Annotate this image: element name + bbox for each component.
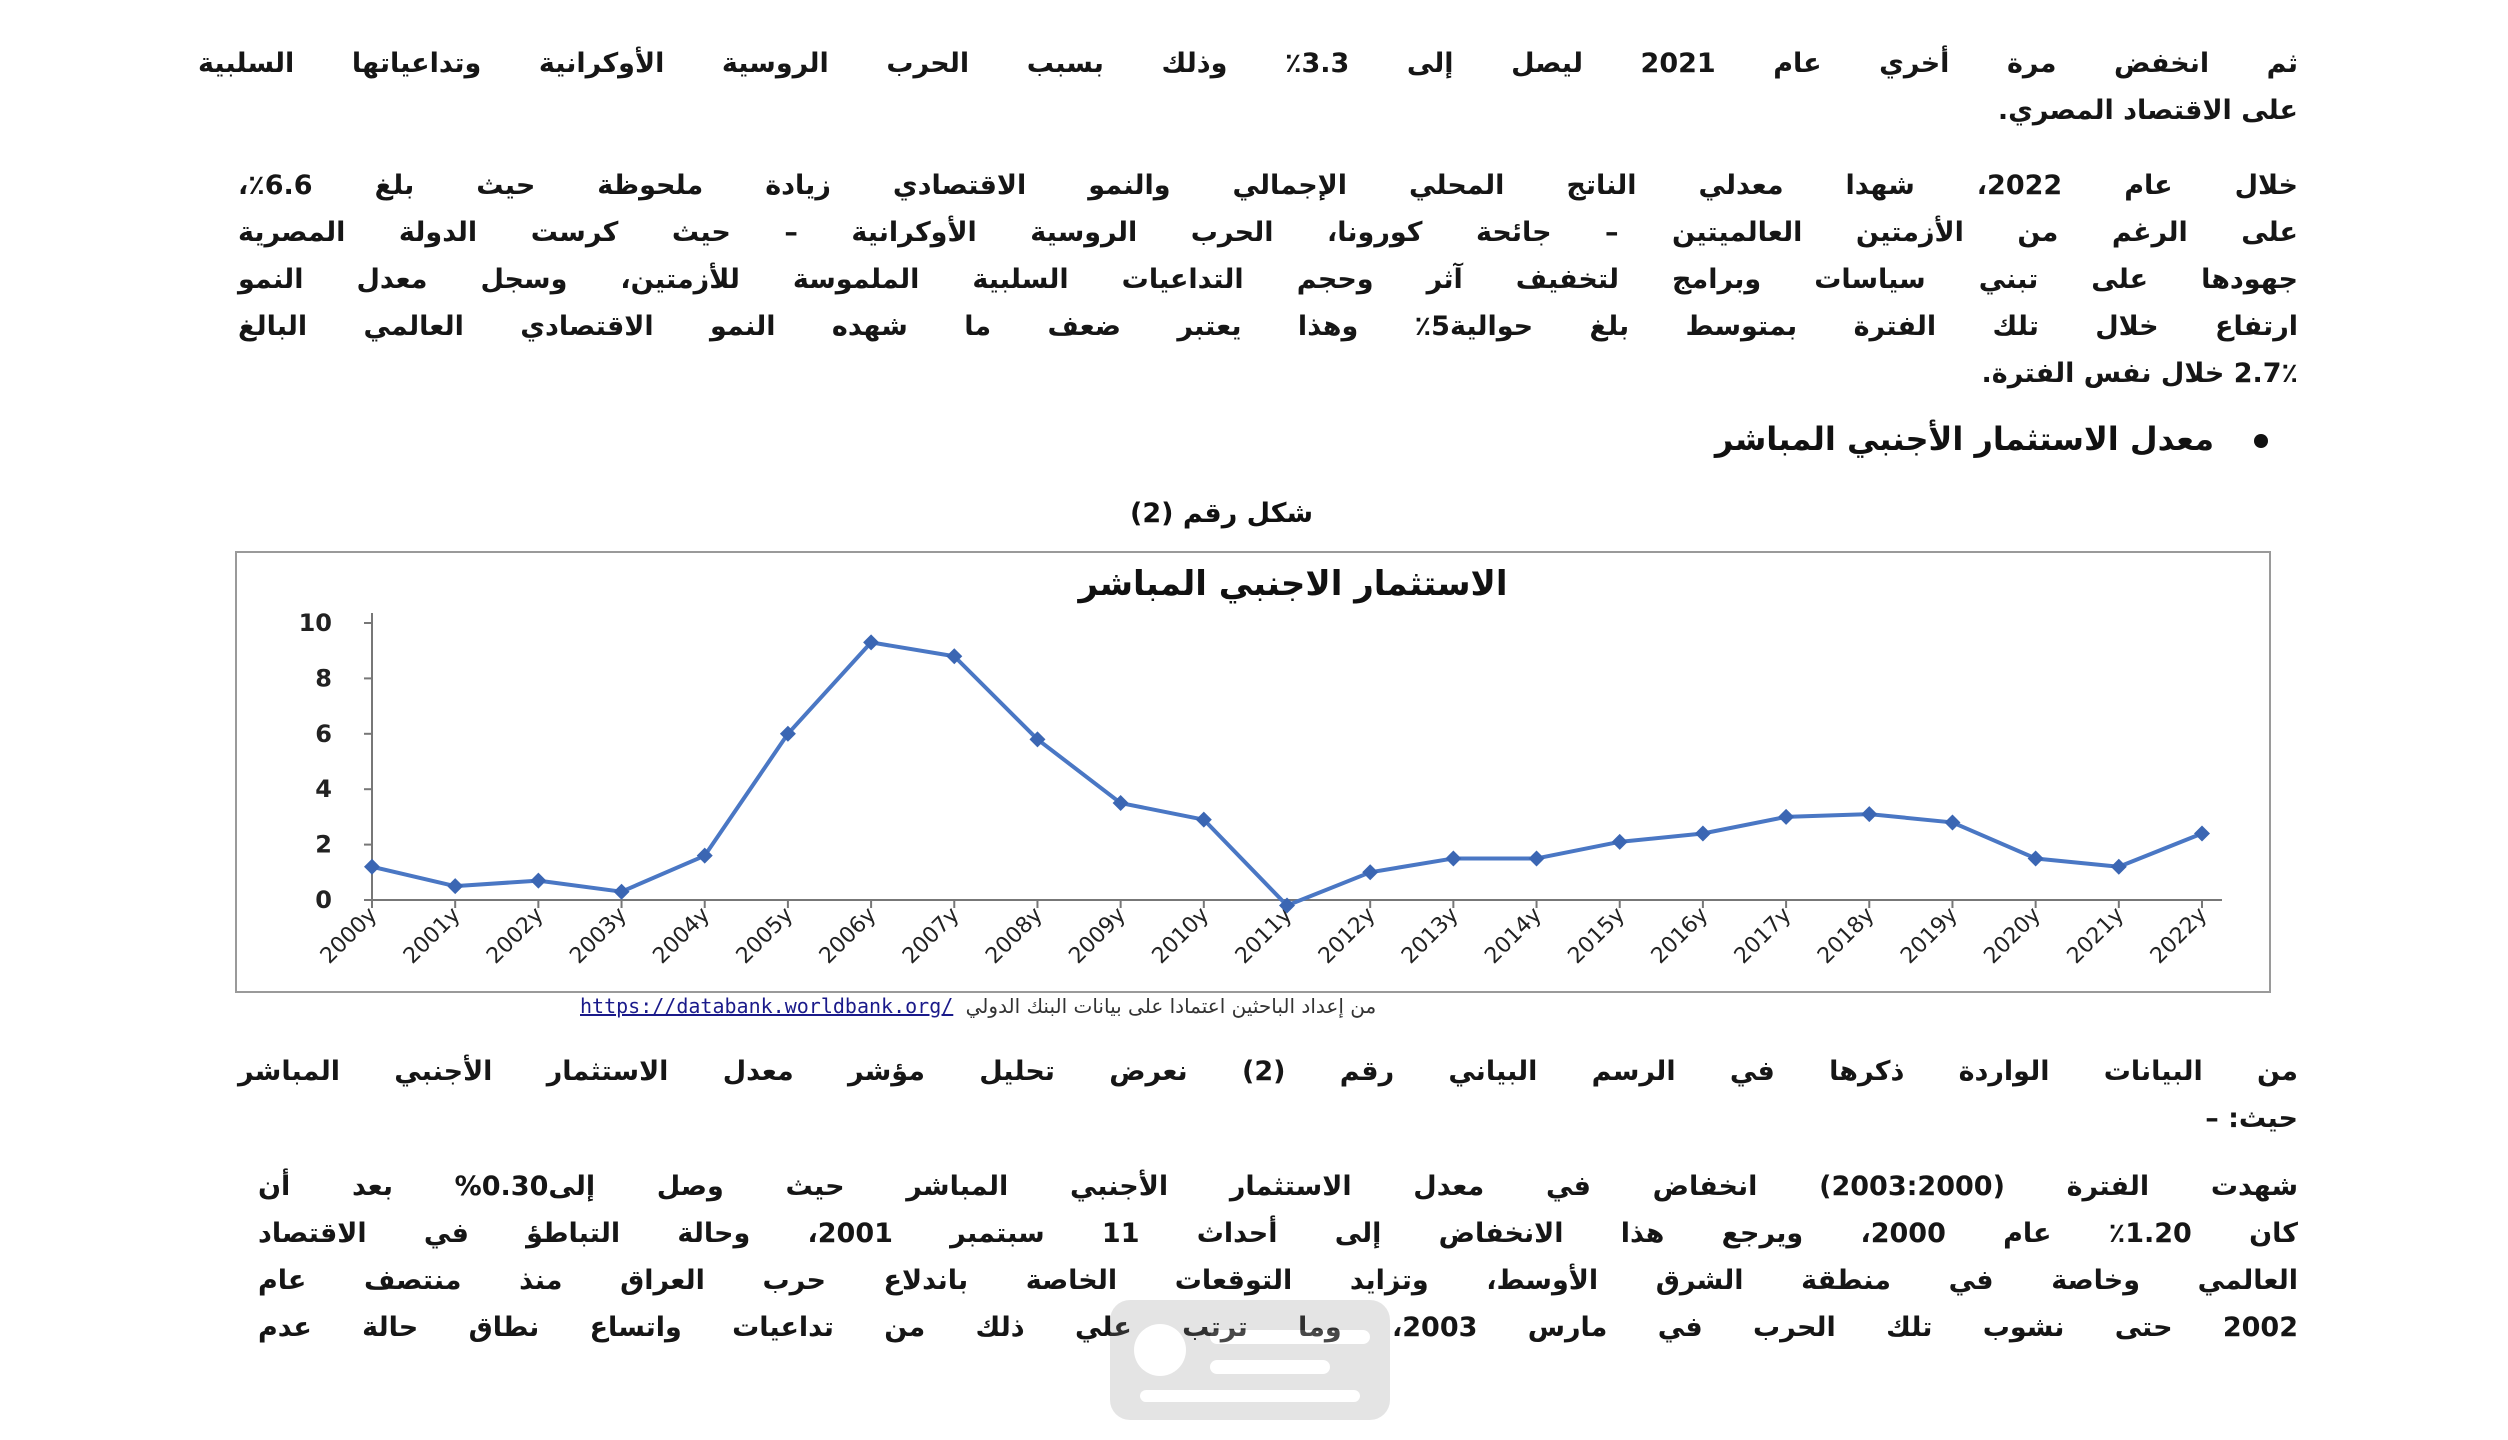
- x-tick-label: 2001y: [399, 903, 465, 969]
- source-text: من إعداد الباحثين اعتمادا على بيانات الب…: [965, 994, 1377, 1018]
- paragraph-line: على الاقتصاد المصري.: [1997, 95, 2298, 126]
- bullet-icon: [2254, 434, 2268, 448]
- data-point: [447, 878, 464, 895]
- x-tick-label: 2018y: [1813, 903, 1879, 969]
- x-tick-label: 2008y: [981, 903, 1047, 969]
- x-tick-label: 2010y: [1148, 903, 1214, 969]
- x-tick-label: 2002y: [482, 903, 548, 969]
- paragraph-line: على الرغم من الأزمتين العالميتين – جائحة…: [238, 217, 2298, 248]
- x-tick-label: 2016y: [1647, 903, 1713, 969]
- paragraph-line: العالمي وخاصة في منطقة الشرق الأوسط، وتز…: [258, 1265, 2298, 1296]
- watermark-logo: [1110, 1300, 1390, 1420]
- paragraph-line: خلال عام 2022، شهدا معدلي الناتج المحلي …: [238, 170, 2298, 201]
- x-tick-label: 2003y: [565, 903, 631, 969]
- data-point: [2110, 858, 2127, 875]
- data-point: [696, 847, 713, 864]
- chart-title: الاستثمار الاجنبي المباشر: [1076, 564, 1507, 604]
- data-point: [1195, 811, 1212, 828]
- paragraph-1: ثم انخفض مرة أخري عام 2021 ليصل إلى 3.3٪…: [198, 40, 2298, 134]
- y-tick-label: 10: [299, 609, 332, 637]
- paragraph-line: حيث: –: [2205, 1103, 2298, 1134]
- x-tick-label: 2006y: [815, 903, 881, 969]
- x-tick-label: 2009y: [1064, 903, 1130, 969]
- data-point: [613, 883, 630, 900]
- chart-container: الاستثمار الاجنبي المباشر 0 2 4 6 8 10 2000y 200…: [235, 551, 2271, 993]
- series-line: [371, 640, 2203, 908]
- section-heading: معدل الاستثمار الأجنبي المباشر: [1715, 420, 2268, 458]
- paragraph-2: خلال عام 2022، شهدا معدلي الناتج المحلي …: [238, 162, 2298, 397]
- paragraph-line: جهودها على تبني سياسات وبرامج لتخفيف آثر…: [238, 264, 2298, 295]
- paragraph-line: 2002 حتى نشوب تلك الحرب في مارس 2003، وم…: [258, 1312, 2298, 1343]
- data-point: [863, 634, 880, 651]
- data-point: [779, 725, 796, 742]
- x-tick-label: 2019y: [1896, 903, 1962, 969]
- figure-caption: شكل رقم (2): [1130, 498, 1314, 529]
- x-tick-label: 2005y: [732, 903, 798, 969]
- paragraph-line: ارتفاع خلال تلك الفترة بمتوسط بلغ حوالية…: [238, 311, 2298, 342]
- x-tick-label: 2020y: [1979, 903, 2045, 969]
- data-point: [1029, 731, 1046, 748]
- paragraph-line: 2.7٪ خلال نفس الفترة.: [1981, 358, 2298, 389]
- data-point: [1694, 825, 1711, 842]
- data-point: [530, 872, 547, 889]
- y-tick-label: 6: [315, 720, 332, 748]
- x-tick-label: 2021y: [2063, 903, 2129, 969]
- paragraph-line: شهدت الفترة (2003:2000) انخفاض في معدل ا…: [258, 1171, 2299, 1202]
- data-point: [2194, 825, 2210, 842]
- x-tick-label: 2017y: [1730, 903, 1796, 969]
- x-tick-label: 2013y: [1397, 903, 1463, 969]
- x-tick-label: 2004y: [648, 903, 714, 969]
- x-tick-label: 2015y: [1563, 903, 1629, 969]
- source-link[interactable]: https://databank.worldbank.org/: [580, 994, 954, 1018]
- y-tick-label: 2: [315, 831, 332, 859]
- x-tick-label: 2022y: [2146, 903, 2212, 969]
- y-tick-label: 0: [315, 886, 332, 914]
- figure-source: https://databank.worldbank.org/ من إعداد…: [580, 994, 1376, 1018]
- data-point: [2027, 850, 2044, 867]
- x-tick-label: 2012y: [1314, 903, 1380, 969]
- data-point: [1861, 806, 1878, 823]
- paragraph-line: كان 1.20٪ عام 2000، ويرجع هذا الانخفاض إ…: [258, 1218, 2298, 1249]
- paragraph-line: من البيانات الواردة ذكرها في الرسم البيا…: [238, 1056, 2299, 1087]
- x-tick-label: 2014y: [1480, 903, 1546, 969]
- y-tick-label: 4: [315, 775, 332, 803]
- data-point: [1611, 833, 1628, 850]
- data-point: [1778, 808, 1795, 825]
- data-point: [1112, 795, 1129, 812]
- data-point: [1279, 897, 1295, 914]
- paragraph-3: من البيانات الواردة ذكرها في الرسم البيا…: [238, 1048, 2298, 1142]
- data-point: [364, 858, 380, 875]
- section-heading-text: معدل الاستثمار الأجنبي المباشر: [1714, 420, 2214, 458]
- paragraph-line: ثم انخفض مرة أخري عام 2021 ليصل إلى 3.3٪…: [198, 48, 2298, 79]
- y-tick-label: 8: [315, 664, 332, 692]
- data-point: [946, 648, 963, 665]
- data-point: [1445, 850, 1462, 867]
- data-point: [1362, 864, 1379, 881]
- paragraph-4: شهدت الفترة (2003:2000) انخفاض في معدل ا…: [258, 1163, 2298, 1351]
- data-point: [1528, 850, 1545, 867]
- data-point: [1944, 814, 1961, 831]
- x-tick-label: 2007y: [898, 903, 964, 969]
